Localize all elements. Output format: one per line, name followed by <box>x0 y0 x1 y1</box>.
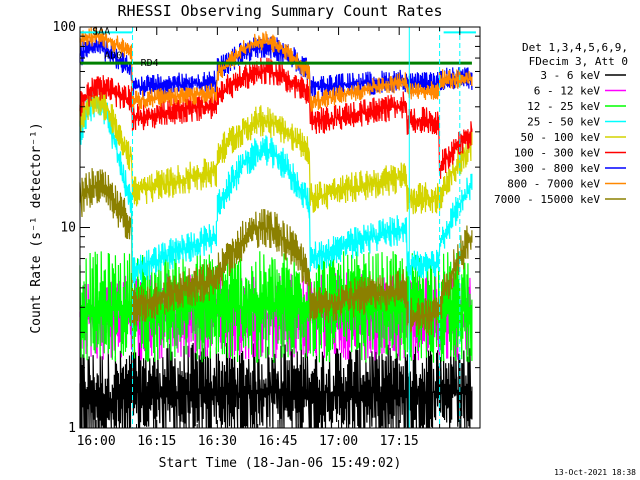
series-line <box>79 26 473 112</box>
legend-entry-label: 7000 - 15000 keV <box>494 193 600 206</box>
series-line <box>79 168 473 336</box>
legend-entry-label: 6 - 12 keV <box>534 85 601 98</box>
series-layer: SAA AD0 RD4 <box>79 26 476 429</box>
y-tick-label: 100 <box>53 20 76 35</box>
legend-entry-label: 800 - 7000 keV <box>507 178 600 191</box>
legend-header: Det 1,3,4,5,6,9, <box>522 41 628 54</box>
legend-entry-label: 3 - 6 keV <box>540 69 600 82</box>
annotation-label: SAA <box>92 26 110 37</box>
legend-entry-label: 12 - 25 keV <box>527 100 600 113</box>
y-tick-label: 10 <box>60 221 76 236</box>
series-line <box>79 57 473 179</box>
x-axis-label: Start Time (18-Jan-06 15:49:02) <box>159 456 402 471</box>
legend-header: FDecim 3, Att 0 <box>529 55 628 68</box>
legend: Det 1,3,4,5,6,9,FDecim 3, Att 03 - 6 keV… <box>494 41 628 206</box>
annotation-label: RD4 <box>141 58 159 69</box>
x-tick-label: 17:00 <box>319 434 358 449</box>
x-tick-label: 16:45 <box>258 434 297 449</box>
legend-entry-label: 25 - 50 keV <box>527 116 600 129</box>
series-line <box>79 342 473 429</box>
x-tick-label: 16:00 <box>77 434 116 449</box>
y-tick-label: 1 <box>68 421 76 436</box>
x-tick-label: 16:15 <box>137 434 176 449</box>
legend-entry-label: 300 - 800 keV <box>514 162 600 175</box>
series-line <box>79 83 473 215</box>
series-line <box>79 87 473 284</box>
x-tick-label: 16:30 <box>198 434 237 449</box>
axes-layer: 1 10 100 16:00 16:15 16:30 16:45 17:00 17:15 <box>53 20 481 449</box>
y-axis-label: Count Rate (s⁻¹ detector⁻¹) <box>29 122 44 333</box>
timestamp: 13-Oct-2021 18:38 <box>554 468 636 477</box>
annotation-label: AD0 <box>104 51 122 62</box>
legend-entry-label: 50 - 100 keV <box>521 131 601 144</box>
x-tick-label: 17:15 <box>380 434 419 449</box>
legend-entry-label: 100 - 300 keV <box>514 147 600 160</box>
chart-title: RHESSI Observing Summary Count Rates <box>117 2 442 20</box>
